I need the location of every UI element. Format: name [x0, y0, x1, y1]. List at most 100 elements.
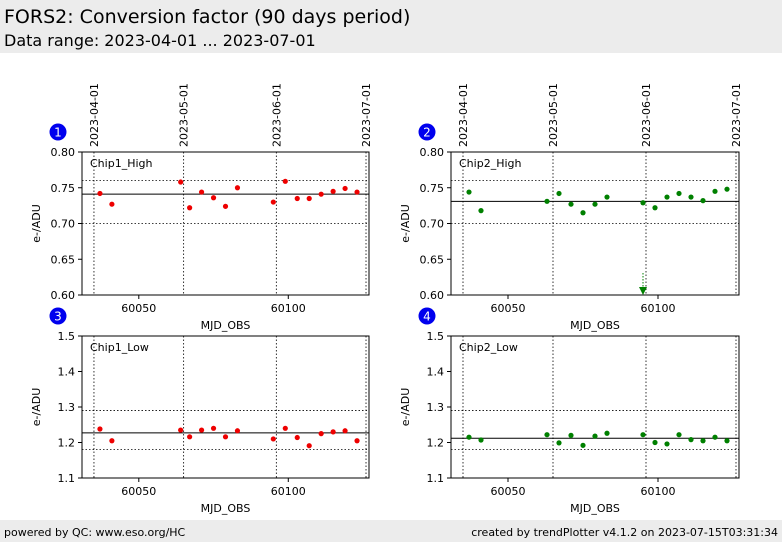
x-tick-label: 60100	[641, 485, 676, 498]
data-point	[318, 431, 324, 437]
data-point	[178, 179, 184, 185]
data-point	[187, 205, 193, 211]
data-point	[198, 427, 205, 433]
y-tick-label: 0.60	[420, 289, 445, 302]
panel-number-badge	[49, 307, 67, 325]
panel-number-badge	[49, 123, 67, 141]
y-tick-label: 0.70	[51, 218, 76, 231]
x-tick-label: 60100	[641, 302, 676, 315]
data-point	[342, 185, 348, 192]
y-tick-label: 0.65	[420, 253, 445, 266]
y-tick-label: 1.3	[427, 401, 445, 414]
chart-panel-1: 2023-04-01 2023-05-01 2023-06-01 2023-07-01…	[30, 83, 373, 332]
data-point	[724, 186, 730, 192]
y-tick-label: 1.5	[427, 330, 445, 343]
panel-number: 4	[423, 310, 431, 324]
y-tick-label: 0.60	[51, 289, 76, 302]
x-tick-label: 60050	[121, 302, 156, 315]
data-point	[222, 434, 229, 440]
data-point	[354, 438, 360, 444]
data-point	[330, 188, 336, 194]
footer-credit: powered by QC: www.eso.org/HC	[4, 526, 186, 539]
chart-panel-3: 1.1 1.2 1.3 1.4 1.5 60050 60100 MJD_OBS e-/ADU Ch…	[30, 307, 370, 515]
data-point	[676, 432, 682, 438]
data-point	[466, 189, 472, 195]
panel-label: Chip1_Low	[90, 341, 149, 354]
y-tick-label: 1.1	[58, 472, 76, 485]
x-axis-label: MJD_OBS	[570, 502, 620, 515]
panel-number-badge	[418, 123, 436, 141]
y-axis-label: e-/ADU	[30, 204, 43, 243]
data-point	[318, 191, 324, 197]
date-marker-label: 2023-06-01	[270, 83, 283, 147]
y-axis-label: e-/ADU	[399, 204, 412, 243]
data-point	[592, 433, 598, 439]
footer-creator: created by trendPlotter v4.1.2 on 2023-0…	[471, 526, 778, 539]
data-point	[330, 429, 336, 435]
data-point	[556, 190, 562, 197]
date-marker-label: 2023-07-01	[730, 83, 743, 147]
data-point	[306, 443, 312, 449]
outlier-arrow-head	[639, 287, 647, 295]
data-point	[97, 190, 103, 197]
y-tick-label: 0.65	[51, 253, 76, 266]
y-tick-label: 1.5	[58, 330, 76, 343]
report-subtitle: Data range: 2023-04-01 ... 2023-07-01	[4, 31, 316, 50]
data-point	[354, 189, 360, 195]
date-marker-label: 2023-05-01	[547, 83, 560, 147]
data-point	[282, 425, 288, 431]
data-point	[640, 432, 646, 438]
data-point	[688, 194, 694, 200]
data-point	[210, 195, 217, 201]
y-tick-label: 1.4	[58, 366, 76, 379]
panel-label: Chip2_Low	[459, 341, 518, 354]
data-point	[222, 203, 229, 209]
data-point	[270, 436, 276, 442]
data-point	[712, 188, 718, 194]
y-axis-label: e-/ADU	[399, 388, 412, 427]
data-point	[640, 200, 646, 206]
data-point	[109, 201, 115, 207]
data-point	[210, 425, 217, 431]
panel-number: 3	[54, 310, 62, 324]
data-point	[652, 439, 658, 446]
data-point	[556, 440, 562, 446]
y-tick-label: 1.1	[427, 472, 445, 485]
report-title: FORS2: Conversion factor (90 days period…	[4, 6, 411, 28]
panel-label: Chip1_High	[90, 157, 152, 170]
data-point	[544, 432, 550, 438]
y-axis-label: e-/ADU	[30, 388, 43, 427]
data-point	[478, 437, 484, 443]
data-point	[664, 194, 670, 200]
date-marker-label: 2023-04-01	[457, 83, 470, 147]
data-point	[109, 438, 115, 444]
data-point	[544, 198, 550, 204]
y-tick-label: 1.3	[58, 401, 76, 414]
report-header: FORS2: Conversion factor (90 days period…	[0, 0, 782, 53]
panel-number: 2	[423, 126, 431, 140]
data-point	[294, 195, 300, 202]
panel-number-badge	[418, 307, 436, 325]
panel-number: 1	[54, 126, 62, 140]
data-point	[676, 190, 682, 197]
data-point	[580, 210, 586, 216]
plot-frame	[81, 335, 370, 479]
x-tick-label: 60100	[271, 485, 306, 498]
x-tick-label: 60100	[271, 302, 306, 315]
data-point	[478, 208, 484, 214]
panel-label: Chip2_High	[459, 157, 521, 170]
data-point	[306, 195, 312, 202]
y-tick-label: 0.80	[420, 146, 445, 159]
y-tick-label: 1.2	[427, 437, 445, 450]
date-marker-label: 2023-05-01	[178, 83, 191, 147]
data-point	[592, 201, 598, 207]
y-tick-label: 1.2	[58, 437, 76, 450]
y-tick-label: 0.70	[420, 218, 445, 231]
data-point	[712, 434, 718, 440]
date-marker-label: 2023-06-01	[640, 83, 653, 147]
data-point	[568, 201, 574, 207]
data-point	[700, 198, 706, 204]
chart-panel-2: 2023-04-01 2023-05-01 2023-06-01 2023-07-01…	[399, 83, 743, 332]
y-tick-label: 1.4	[427, 366, 445, 379]
